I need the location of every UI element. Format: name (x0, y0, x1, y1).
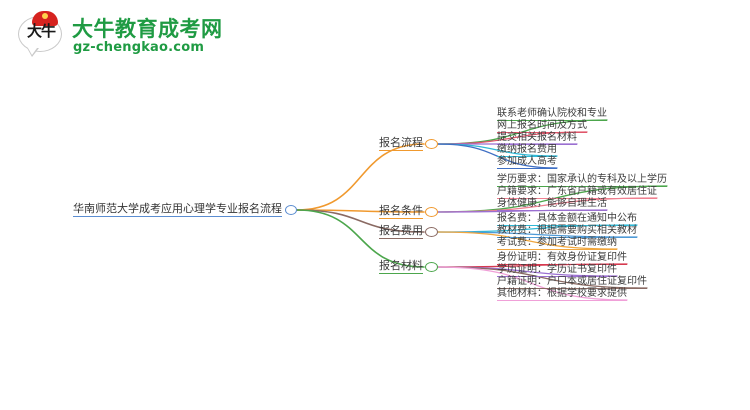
mindmap-node-underline (497, 264, 627, 265)
mindmap-edge (436, 266, 648, 289)
mindmap-leaf-node-4-4[interactable]: 其他材料：根据学校要求提供 (497, 288, 627, 299)
mindmap-node-underline (497, 144, 577, 145)
mindmap-node-underline (497, 249, 617, 250)
mindmap-edge (296, 209, 425, 233)
mindmap-root-node[interactable]: 华南师范大学成考应用心理学专业报名流程 (73, 202, 282, 215)
mindmap-leaf-node-1-4[interactable]: 缴纳报名费用 (497, 144, 557, 155)
mindmap-node-dot[interactable] (424, 139, 438, 149)
mindmap-edge (436, 231, 638, 238)
mindmap-node-underline (497, 210, 607, 211)
mindmap-leaf-node-2-2[interactable]: 户籍要求：广东省户籍或有效居住证 (497, 186, 657, 197)
mindmap-node-underline (497, 276, 617, 277)
logo-bubble-tail-shape (27, 47, 39, 57)
mindmap-node-dot[interactable] (424, 227, 438, 237)
mindmap-leaf-node-3-3[interactable]: 考试费：参加考试时需缴纳 (497, 237, 617, 248)
mindmap-edge (436, 231, 618, 250)
mindmap-node-underline (497, 186, 667, 187)
mindmap-leaf-node-3-2[interactable]: 教材费：根据需要购买相关教材 (497, 225, 637, 236)
mindmap-leaf-node-1-3[interactable]: 提交相关报名材料 (497, 132, 577, 143)
mindmap-leaf-node-1-5[interactable]: 参加成人高考 (497, 156, 557, 167)
mindmap-edge (436, 266, 628, 301)
brand-title: 大牛教育成考网 (72, 17, 223, 41)
mindmap-node-underline (379, 218, 423, 219)
site-header: 大牛 大牛教育成考网 gz-chengkao.com (0, 0, 750, 70)
mindmap-node-underline (379, 273, 423, 274)
logo-chinese-text: 大牛 (26, 22, 56, 40)
mindmap-node-dot[interactable] (424, 262, 438, 272)
mindmap-node-underline (497, 168, 557, 169)
mindmap-leaf-node-1-2[interactable]: 网上报名时间及方式 (497, 120, 587, 131)
mindmap-leaf-node-4-2[interactable]: 学历证明：学历证书复印件 (497, 264, 617, 275)
mindmap-branch-node-1[interactable]: 报名流程 (379, 136, 423, 149)
mindmap-node-underline (497, 198, 657, 199)
mindmap-leaf-node-4-1[interactable]: 身份证明：有效身份证复印件 (497, 252, 627, 263)
mindmap-node-dot[interactable] (424, 207, 438, 217)
mindmap-node-underline (497, 237, 637, 238)
mindmap-node-underline (379, 238, 423, 239)
mindmap-edge (296, 143, 425, 211)
mindmap-leaf-node-4-3[interactable]: 户籍证明：户口本或居住证复印件 (497, 276, 647, 287)
mindmap-node-underline (73, 216, 282, 217)
mindmap-node-underline (497, 225, 637, 226)
brand-domain: gz-chengkao.com (73, 40, 205, 55)
mindmap-node-underline (497, 288, 647, 289)
mindmap-node-dot[interactable] (285, 205, 297, 215)
mindmap-node-underline (497, 120, 607, 121)
mindmap-node-underline (497, 156, 557, 157)
mindmap-node-underline (379, 150, 423, 151)
mindmap-edge (296, 209, 425, 268)
mindmap-node-underline (497, 300, 627, 301)
mindmap-branch-node-4[interactable]: 报名材料 (379, 259, 423, 272)
mindmap-branch-node-3[interactable]: 报名费用 (379, 224, 423, 237)
mindmap-leaf-node-1-1[interactable]: 联系老师确认院校和专业 (497, 108, 607, 119)
logo-yellow-dot-shape (42, 13, 48, 19)
mindmap-leaf-node-3-1[interactable]: 报名费：具体金额在通知中公布 (497, 213, 637, 224)
mindmap-branch-node-2[interactable]: 报名条件 (379, 204, 423, 217)
mindmap-leaf-node-2-1[interactable]: 学历要求：国家承认的专科及以上学历 (497, 174, 667, 185)
brand-logo-icon: 大牛 (18, 10, 64, 58)
mindmap-leaf-node-2-3[interactable]: 身体健康，能够自理生活 (497, 198, 607, 209)
mindmap-node-underline (497, 132, 587, 133)
